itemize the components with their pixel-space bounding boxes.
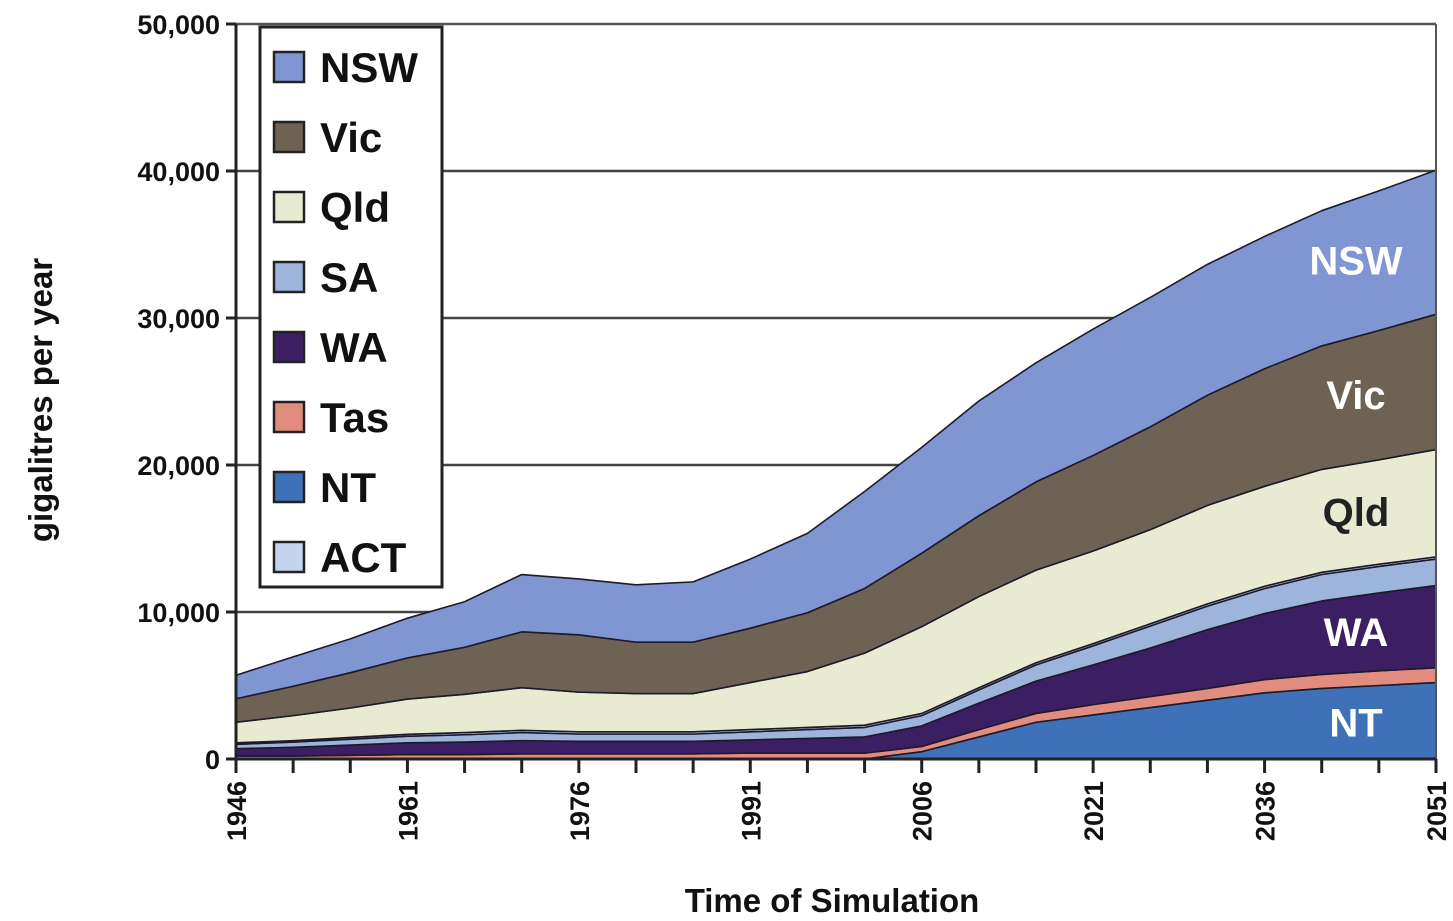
area-label-vic: Vic: [1326, 374, 1385, 418]
y-tick-label-1: 10,000: [137, 598, 220, 628]
legend-swatch-nsw: [272, 50, 306, 84]
legend-label-sa: SA: [320, 254, 378, 301]
legend-swatch-act: [272, 540, 306, 574]
legend-swatch-nt: [272, 470, 306, 504]
y-axis-title: gigalitres per year: [22, 258, 59, 542]
x-tick-label-1: 1961: [393, 781, 423, 841]
legend-label-wa: WA: [320, 324, 388, 371]
x-tick-label-3: 1991: [736, 781, 766, 841]
y-tick-label-0: 0: [205, 745, 220, 775]
x-tick-label-7: 2051: [1422, 781, 1452, 841]
legend-label-vic: Vic: [320, 114, 382, 161]
x-tick-label-4: 2006: [908, 781, 938, 841]
x-tick-label-5: 2021: [1079, 781, 1109, 841]
legend-label-act: ACT: [320, 534, 407, 581]
legend-swatch-sa: [272, 260, 306, 294]
area-label-nt: NT: [1329, 701, 1382, 745]
y-tick-label-3: 30,000: [137, 304, 220, 334]
x-tick-label-6: 2036: [1251, 781, 1281, 841]
y-tick-label-4: 40,000: [137, 157, 220, 187]
x-axis-title: Time of Simulation: [685, 882, 980, 919]
x-tick-label-2: 1976: [565, 781, 595, 841]
x-tick-label-0: 1946: [222, 781, 252, 841]
legend-swatch-wa: [272, 330, 306, 364]
legend-swatch-tas: [272, 400, 306, 434]
area-labels: NSW Vic Qld WA NT: [1309, 240, 1403, 746]
legend-label-nt: NT: [320, 464, 376, 511]
legend: NSW Vic Qld SA WA Tas NT ACT: [258, 25, 444, 589]
area-series-group: [235, 169, 1437, 760]
y-tick-label-2: 20,000: [137, 451, 220, 481]
y-tick-label-5: 50,000: [137, 10, 220, 40]
legend-label-nsw: NSW: [320, 44, 418, 91]
area-label-qld: Qld: [1323, 491, 1390, 535]
legend-label-tas: Tas: [320, 394, 389, 441]
area-label-nsw: NSW: [1309, 240, 1403, 284]
legend-swatch-vic: [272, 120, 306, 154]
area-label-wa: WA: [1324, 611, 1388, 655]
legend-swatch-qld: [272, 190, 306, 224]
axes: 0 10,000 20,000 30,000 40,000 50,000 1946 1961 1…: [137, 10, 1452, 841]
legend-label-qld: Qld: [320, 184, 390, 231]
